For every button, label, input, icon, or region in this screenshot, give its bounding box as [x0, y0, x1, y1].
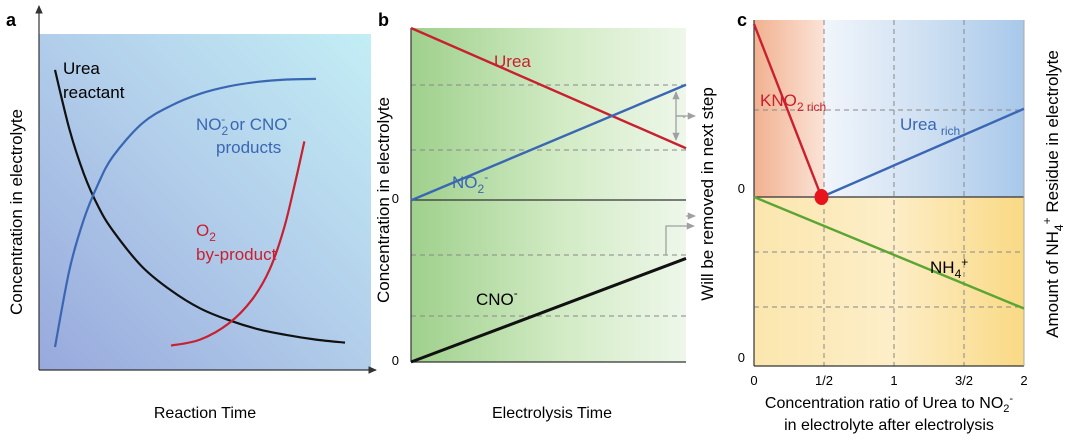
- panel-a-urea-label-line2: reactant: [63, 83, 125, 102]
- panel-a-o2-label: O2: [196, 221, 216, 244]
- panel-c-kno2-label: KNO2 rich: [760, 91, 826, 114]
- panel-c-xtick-half: 1/2: [815, 373, 833, 388]
- panel-a-xlabel: Reaction Time: [154, 405, 256, 422]
- panel-c-xtick-1: 1: [890, 373, 897, 388]
- panel-c-letter: c: [737, 10, 747, 30]
- panel-a-ylabel: Concentration in electrolyte: [7, 109, 26, 315]
- panel-c-urea-line: [821, 107, 1025, 199]
- panel-b-xlabel: Electrolysis Time: [492, 405, 612, 422]
- panel-b-no2-line: [410, 83, 687, 202]
- panel-c-ylabel-right: Amount of NH4+ Residue in electrolyte: [1040, 50, 1066, 338]
- panel-c-urea-label: Urea rich: [900, 115, 960, 138]
- panel-b-no2-label: NO2-: [452, 170, 488, 196]
- panel-a-urea-curve: [53, 69, 346, 344]
- panel-c-nh4-label: NH4+: [930, 255, 968, 281]
- panel-b-ytick-mid: 0: [392, 191, 399, 206]
- panel-c-xtick-0: 0: [750, 373, 757, 388]
- panel-b-cno-label: CNO-: [476, 286, 518, 309]
- panel-b-urea-line: [410, 26, 687, 150]
- panel-b-background: [411, 28, 686, 362]
- panel-c-xlabel-line2: in electrolyte after electrolysis: [784, 417, 994, 434]
- panel-c-xlabel: Concentration ratio of Urea to NO2-: [765, 393, 1013, 415]
- panel-c-bg-kno2: [754, 20, 824, 197]
- panel-a-no2-cno-curve: [53, 77, 317, 348]
- panel-a-letter: a: [6, 10, 17, 30]
- panel-a-o2-curve: [170, 141, 306, 347]
- panel-c-ytick-bottom: 0: [738, 350, 745, 365]
- panel-b-urea-label: Urea: [494, 52, 531, 71]
- panel-b-ytick-bottom: 0: [392, 353, 399, 368]
- panel-c-ytick-mid: 0: [738, 181, 745, 196]
- panel-c-kno2-line: [752, 23, 823, 198]
- panel-a: a Urea reactant NO2- or CNO- products O2…: [6, 5, 377, 422]
- panel-c-nh4-line: [753, 195, 1025, 310]
- panel-b-y2label: Will be removed in next step: [698, 87, 717, 301]
- panel-c-xtick-2: 2: [1020, 373, 1027, 388]
- panel-b-guides: [411, 84, 686, 317]
- panel-b-ylabel: Concentration in electrolyte: [374, 97, 393, 303]
- panel-c: c KNO2 rich Urea rich NH4+ 0 0 0 1/2 1 3/…: [737, 10, 1066, 434]
- panel-b-letter: b: [378, 10, 389, 30]
- panel-c-xtick-three-half: 3/2: [955, 373, 973, 388]
- panel-b-cno-line: [410, 257, 687, 364]
- panel-a-background: [39, 34, 371, 370]
- panel-b-removal-brackets: [665, 91, 696, 255]
- panel-c-equivalence-point: [814, 189, 829, 205]
- panel-b-bracket-out-2: [665, 222, 695, 255]
- panel-a-no2-cno-label: NO2- or CNO-: [196, 111, 292, 138]
- panel-c-bg-urea: [824, 20, 1024, 197]
- panel-b: b 0 0 Urea NO2- CNO- Concentration in el…: [374, 10, 717, 422]
- panel-a-urea-label-line1: Urea: [63, 59, 100, 78]
- panel-c-bg-nh4: [754, 197, 1024, 366]
- panel-a-no2-cno-label-line2: products: [216, 138, 281, 157]
- panel-a-o2-label-line2: by-product: [196, 245, 277, 264]
